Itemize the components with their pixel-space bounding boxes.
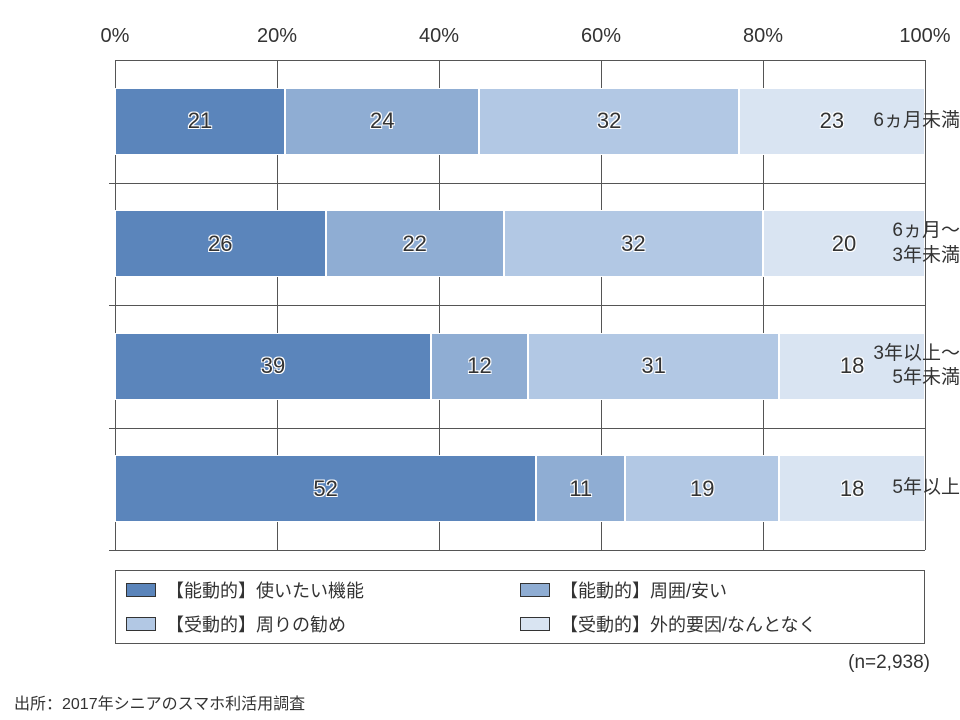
y-tick-label: 3年以上～ 5年未満 <box>857 305 960 428</box>
stacked-bar-chart: 0% 20% 40% 60% 80% 100% 21 24 32 23 26 22 32 20 39 12 3… <box>0 0 960 720</box>
y-tick-label: 5年以上 <box>857 428 960 551</box>
bar-value-label: 19 <box>690 476 714 502</box>
bar-segment: 21 <box>115 88 285 155</box>
x-tick-label: 100% <box>899 25 950 48</box>
bar-value-label: 23 <box>820 108 844 134</box>
legend-label: 【受動的】外的要因/なんとなく <box>560 611 816 637</box>
bar-row: 52111918 <box>115 455 925 522</box>
row-border <box>115 183 925 184</box>
bar-value-label: 21 <box>188 108 212 134</box>
source-note: 出所：2017年シニアのスマホ利活用調査 <box>14 690 305 714</box>
row-border <box>115 60 925 61</box>
bar-row: 26 22 32 20 <box>115 210 925 277</box>
bar-segment: 52 <box>115 455 536 522</box>
bar-segment: 32 <box>504 210 763 277</box>
bar-value-label: 32 <box>597 108 621 134</box>
legend-item: 【能動的】使いたい機能 <box>126 573 520 607</box>
bar-value-label: 11 <box>569 476 592 502</box>
bar-value-label: 31 <box>641 353 665 379</box>
row-border <box>115 305 925 306</box>
x-tick-label: 40% <box>419 25 459 48</box>
legend-label: 【能動的】使いたい機能 <box>166 577 364 603</box>
bar-segment: 24 <box>285 88 479 155</box>
plot-area: 21243223262232203912311852111918 <box>115 60 925 550</box>
x-tick-label: 0% <box>101 25 130 48</box>
bar-segment: 22 <box>326 210 504 277</box>
legend: 【能動的】使いたい機能 【能動的】周囲/安い【受動的】周りの勧め 【受動的】外的要因… <box>115 570 925 644</box>
legend-swatch <box>126 617 156 631</box>
bar-segment: 39 <box>115 333 431 400</box>
bar-value-label: 26 <box>208 231 232 257</box>
legend-item: 【受動的】外的要因/なんとなく <box>520 607 914 641</box>
bar-value-label: 20 <box>832 231 856 257</box>
bar-segment: 11 <box>536 455 625 522</box>
bar-value-label: 24 <box>370 108 394 134</box>
bar-segment: 12 <box>431 333 528 400</box>
bar-value-label: 39 <box>261 353 285 379</box>
legend-item: 【能動的】周囲/安い <box>520 573 914 607</box>
bar-row: 21 24 32 23 <box>115 88 925 155</box>
x-tick-label: 80% <box>743 25 783 48</box>
sample-size-label: (n=2,938) <box>848 652 930 674</box>
row-border <box>115 550 925 551</box>
x-tick-label: 60% <box>581 25 621 48</box>
bar-segment: 31 <box>528 333 779 400</box>
legend-swatch <box>520 617 550 631</box>
bar-value-label: 32 <box>621 231 645 257</box>
x-tick-label: 20% <box>257 25 297 48</box>
legend-label: 【能動的】周囲/安い <box>560 577 727 603</box>
legend-label: 【受動的】周りの勧め <box>166 611 346 637</box>
bar-segment: 19 <box>625 455 779 522</box>
bar-value-label: 22 <box>402 231 426 257</box>
bar-row: 39123118 <box>115 333 925 400</box>
bar-segment: 32 <box>479 88 738 155</box>
bar-value-label: 52 <box>313 476 337 502</box>
y-tick-label: 6ヵ月～ 3年未満 <box>857 183 960 306</box>
row-border <box>115 428 925 429</box>
legend-item: 【受動的】周りの勧め <box>126 607 520 641</box>
y-tick-label: 6ヵ月未満 <box>857 60 960 183</box>
bar-segment: 26 <box>115 210 326 277</box>
legend-swatch <box>126 583 156 597</box>
bar-value-label: 12 <box>467 353 491 379</box>
legend-swatch <box>520 583 550 597</box>
